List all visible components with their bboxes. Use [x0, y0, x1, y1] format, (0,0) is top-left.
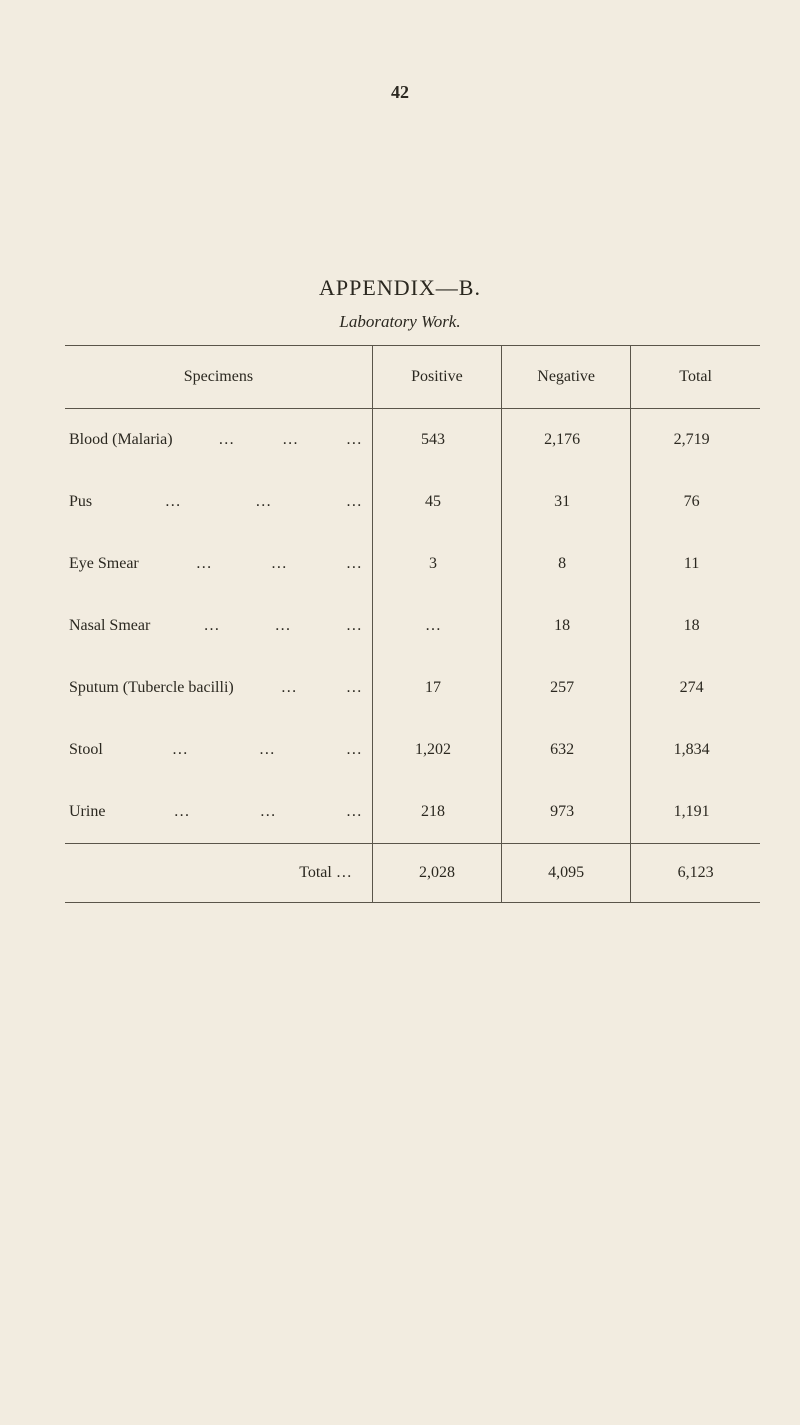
specimen-cell: Stool … … … — [65, 719, 372, 781]
specimen-name: Pus — [69, 493, 92, 511]
value-tot: 11 — [631, 533, 760, 595]
leader-dots: … — [271, 555, 289, 573]
laboratory-work-table-wrap: Specimens Positive Negative Total Blood … — [65, 345, 760, 903]
leader-dots: … — [203, 617, 221, 635]
leader-dots: … — [281, 679, 299, 697]
value-neg: 18 — [502, 595, 631, 657]
specimen-name: Eye Smear — [69, 555, 139, 573]
leader-dots: … — [260, 803, 278, 821]
value-neg: 2,176 — [502, 409, 631, 472]
value-pos: 543 — [372, 409, 501, 472]
leader-dots: … — [218, 431, 236, 449]
value-neg: 31 — [502, 471, 631, 533]
value-neg: 8 — [502, 533, 631, 595]
value-neg: 973 — [502, 781, 631, 844]
value-pos: … — [372, 595, 501, 657]
value-neg: 632 — [502, 719, 631, 781]
table-header-row: Specimens Positive Negative Total — [65, 346, 760, 409]
appendix-subheading: Laboratory Work. — [0, 312, 800, 332]
table-body: Blood (Malaria) … … … 5432,1762,719 Pus … … … 453… — [65, 409, 760, 844]
table-row: Nasal Smear…………1818 — [65, 595, 760, 657]
total-total: 6,123 — [631, 844, 760, 903]
leader-dots: … — [282, 431, 300, 449]
table-row: Blood (Malaria) … … … 5432,1762,719 — [65, 409, 760, 472]
table-row: Urine … … … 2189731,191 — [65, 781, 760, 844]
specimen-cell: Pus … … … — [65, 471, 372, 533]
value-tot: 76 — [631, 471, 760, 533]
page-number: 42 — [0, 82, 800, 103]
specimen-name: Blood (Malaria) — [69, 431, 173, 449]
specimen-cell: Blood (Malaria) … … … — [65, 409, 372, 472]
total-negative: 4,095 — [502, 844, 631, 903]
appendix-heading: APPENDIX—B. — [0, 275, 800, 301]
table-row: Eye Smear … … … 3811 — [65, 533, 760, 595]
value-pos: 17 — [372, 657, 501, 719]
column-header-specimens: Specimens — [65, 346, 372, 409]
value-pos: 45 — [372, 471, 501, 533]
value-tot: 274 — [631, 657, 760, 719]
specimen-name: Sputum (Tubercle bacilli) — [69, 679, 234, 697]
specimen-name: Urine — [69, 803, 105, 821]
value-pos: 1,202 — [372, 719, 501, 781]
leader-dots: … — [259, 741, 277, 759]
column-header-positive: Positive — [372, 346, 501, 409]
table-row: Sputum (Tubercle bacilli) … … 17257274 — [65, 657, 760, 719]
specimen-cell: Eye Smear … … … — [65, 533, 372, 595]
value-tot: 2,719 — [631, 409, 760, 472]
leader-dots: … — [346, 617, 364, 635]
value-tot: 1,834 — [631, 719, 760, 781]
leader-dots: … — [346, 679, 364, 697]
column-header-total: Total — [631, 346, 760, 409]
column-header-negative: Negative — [502, 346, 631, 409]
value-tot: 1,191 — [631, 781, 760, 844]
total-positive: 2,028 — [372, 844, 501, 903]
leader-dots: … — [346, 555, 364, 573]
specimen-name: Stool — [69, 741, 103, 759]
value-tot: 18 — [631, 595, 760, 657]
page: 42 APPENDIX—B. Laboratory Work. Specimen… — [0, 0, 800, 1425]
leader-dots: … — [196, 555, 214, 573]
leader-dots: … — [346, 493, 364, 511]
laboratory-work-table: Specimens Positive Negative Total Blood … — [65, 345, 760, 903]
specimen-cell: Nasal Smear … … … — [65, 595, 372, 657]
specimen-cell: Urine … … … — [65, 781, 372, 844]
leader-dots: … — [165, 493, 183, 511]
leader-dots: … — [255, 493, 273, 511]
table-row: Stool … … … 1,2026321,834 — [65, 719, 760, 781]
leader-dots: … — [346, 431, 364, 449]
specimen-cell: Sputum (Tubercle bacilli) … … — [65, 657, 372, 719]
table-row: Pus … … … 453176 — [65, 471, 760, 533]
value-pos: 3 — [372, 533, 501, 595]
value-pos: 218 — [372, 781, 501, 844]
leader-dots: … — [275, 617, 293, 635]
leader-dots: … — [346, 741, 364, 759]
leader-dots: … — [174, 803, 192, 821]
table-total-row: Total … 2,028 4,095 6,123 — [65, 844, 760, 903]
value-neg: 257 — [502, 657, 631, 719]
total-label: Total … — [65, 844, 372, 903]
specimen-name: Nasal Smear — [69, 617, 150, 635]
leader-dots: … — [346, 803, 364, 821]
leader-dots: … — [172, 741, 190, 759]
